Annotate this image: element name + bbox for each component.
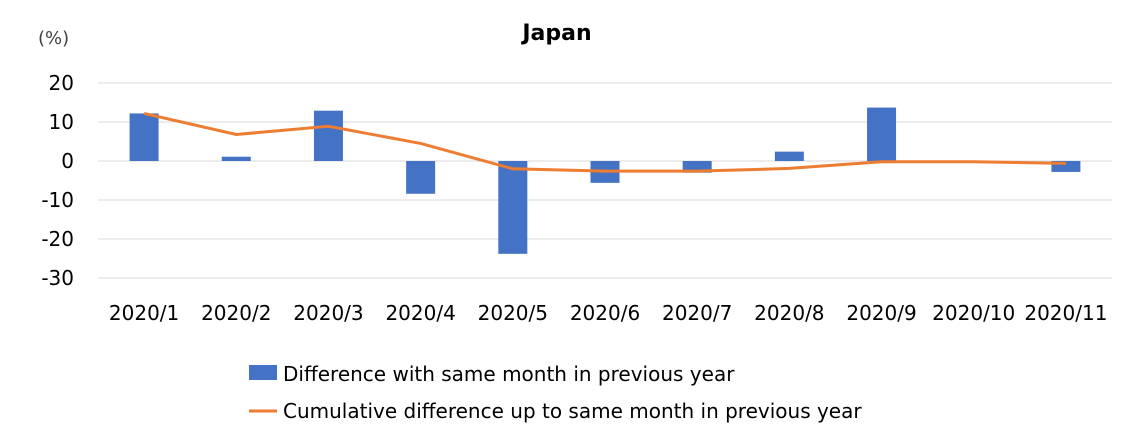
x-tick-label: 2020/11 <box>1024 301 1107 325</box>
x-tick-label: 2020/9 <box>846 301 916 325</box>
y-tick-label: -10 <box>41 188 74 212</box>
bar <box>221 156 251 161</box>
bar <box>406 161 436 194</box>
x-tick-label: 2020/6 <box>570 301 640 325</box>
legend: Difference with same month in previous y… <box>249 362 862 423</box>
x-tick-label: 2020/4 <box>385 301 455 325</box>
y-tick-label: 0 <box>61 149 74 173</box>
x-tick-label: 2020/2 <box>201 301 271 325</box>
x-tick-label: 2020/5 <box>478 301 548 325</box>
x-tick-label: 2020/1 <box>109 301 179 325</box>
bar <box>1051 161 1081 172</box>
y-tick-label: -20 <box>41 227 74 251</box>
x-axis-ticks: 2020/1 2020/2 2020/3 2020/4 2020/5 2020/6 2020… <box>109 301 1108 325</box>
bar <box>498 161 528 254</box>
cumulative-line <box>143 111 1066 173</box>
y-tick-label: -30 <box>41 266 74 290</box>
line-series <box>143 111 1066 173</box>
y-axis-ticks: 20 10 0 -10 -20 -30 <box>41 71 74 290</box>
chart-title: Japan <box>520 21 591 46</box>
legend-bar-label: Difference with same month in previous y… <box>283 362 735 386</box>
y-axis-unit: (%) <box>38 28 69 49</box>
bar <box>682 161 712 173</box>
x-tick-label: 2020/8 <box>754 301 824 325</box>
bar <box>313 110 343 161</box>
bar <box>774 151 804 161</box>
bar-series <box>129 107 1081 254</box>
bar <box>129 113 159 161</box>
legend-bar-swatch <box>249 365 277 380</box>
legend-line-label: Cumulative difference up to same month i… <box>283 399 862 423</box>
x-tick-label: 2020/7 <box>662 301 732 325</box>
bar <box>867 107 897 161</box>
y-tick-label: 10 <box>49 110 74 134</box>
y-tick-label: 20 <box>49 71 74 95</box>
x-tick-label: 2020/10 <box>932 301 1015 325</box>
x-tick-label: 2020/3 <box>293 301 363 325</box>
